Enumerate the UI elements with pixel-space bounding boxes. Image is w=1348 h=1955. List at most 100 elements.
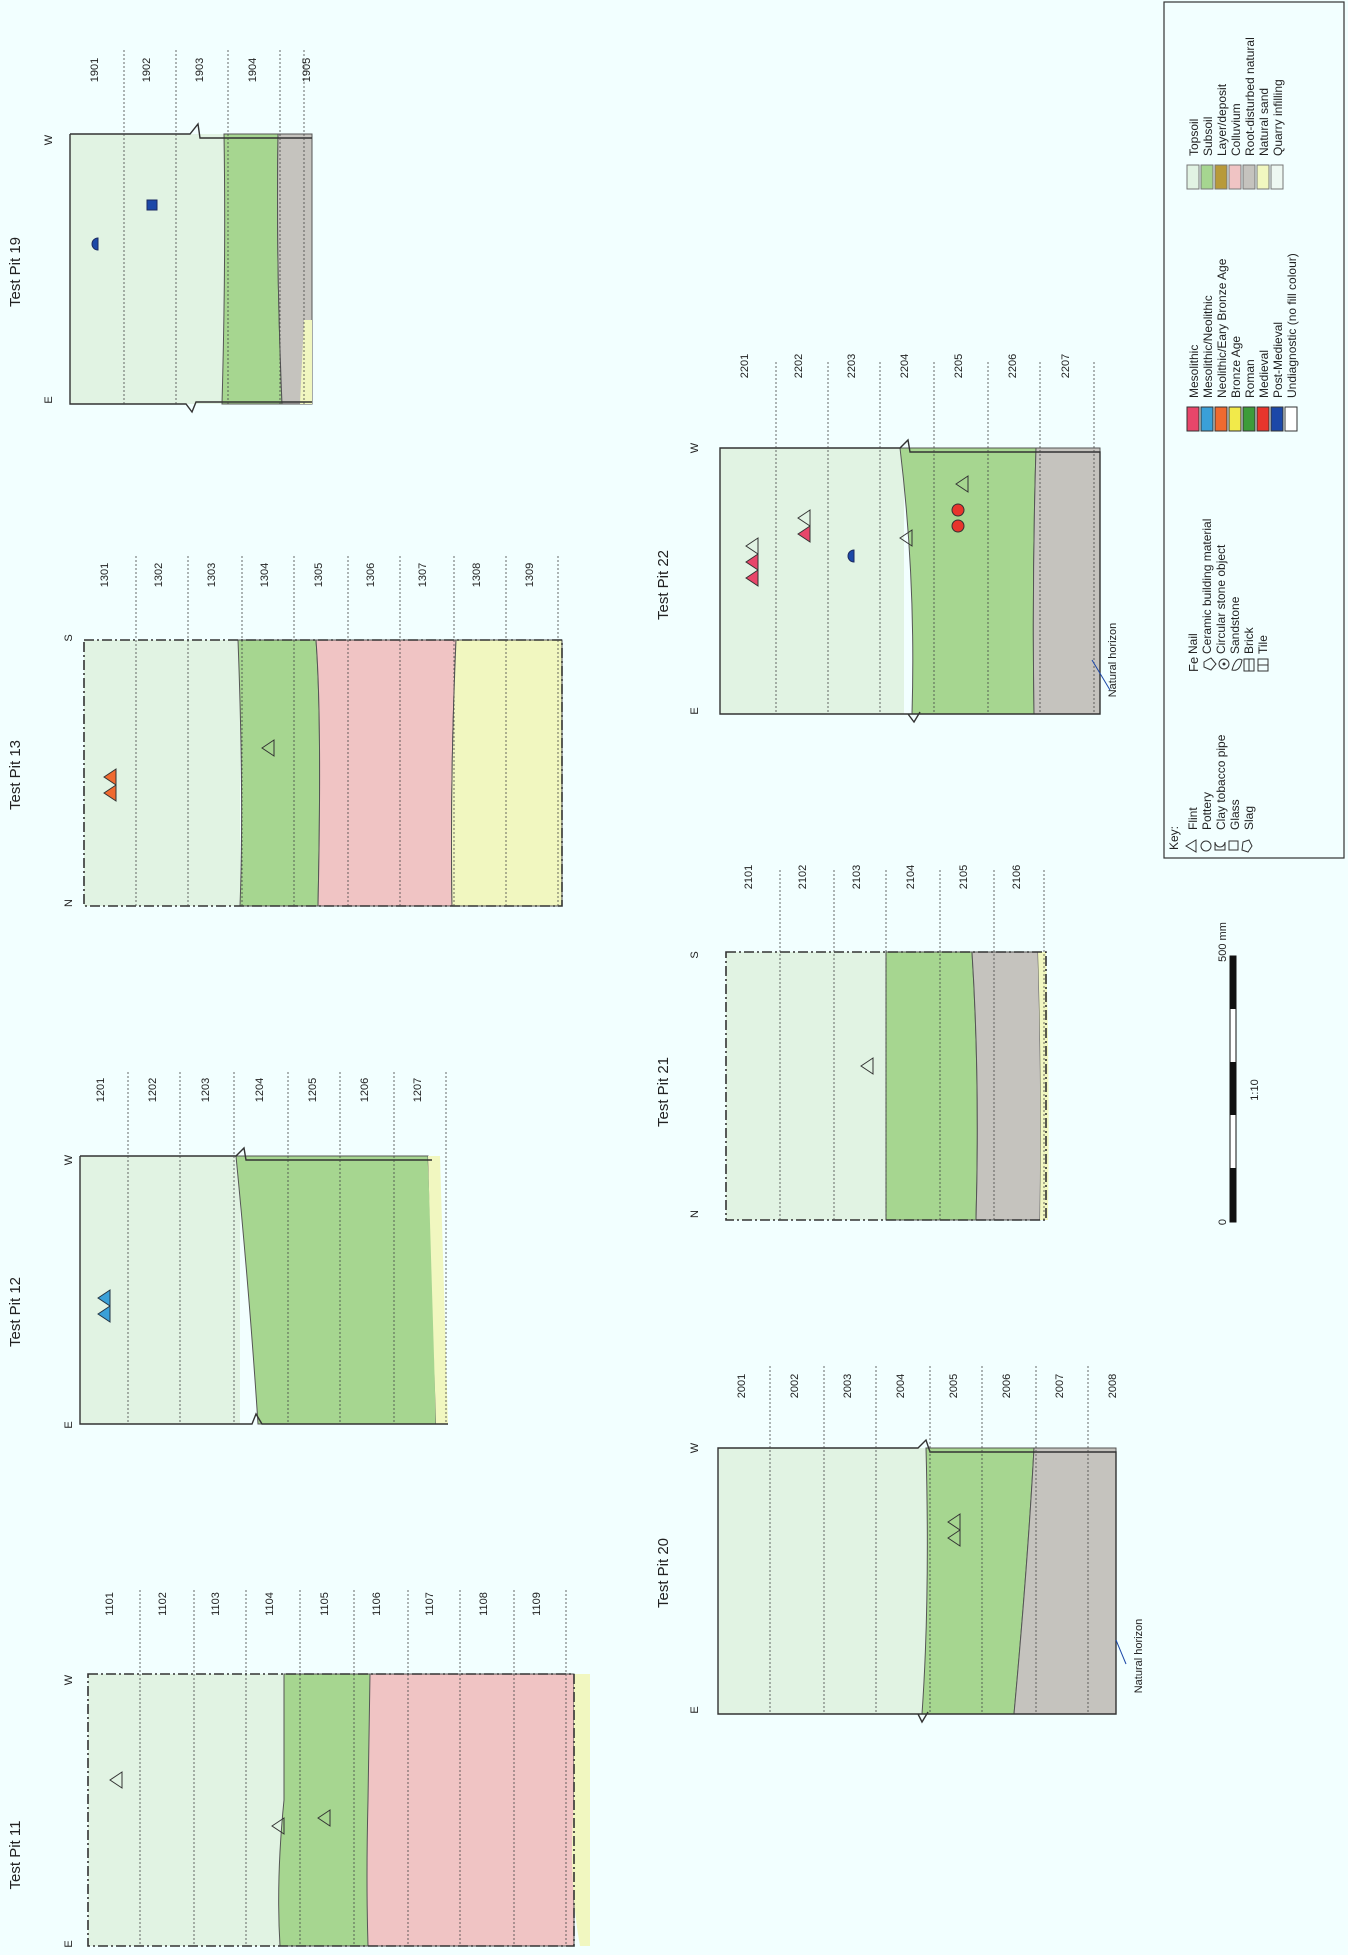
test-pit-12-top-orientation: W xyxy=(63,1154,75,1165)
test-pit-22-title: Test Pit 22 xyxy=(655,550,672,620)
colluvium-swatch xyxy=(1229,165,1241,189)
context-label: 1103 xyxy=(210,1592,222,1616)
topsoil-layer xyxy=(88,1674,288,1946)
scale-bar-ratio-label: 1:10 xyxy=(1249,1079,1261,1100)
topsoil-layer xyxy=(84,640,240,906)
scale-bar-segment xyxy=(1230,1062,1236,1115)
subsoil-layer xyxy=(236,1156,436,1424)
context-label: 2204 xyxy=(899,354,911,378)
context-label: 1204 xyxy=(254,1078,266,1102)
medieval-swatch xyxy=(1257,407,1269,431)
key-find-label: Flint xyxy=(1186,807,1200,830)
context-label: 2007 xyxy=(1054,1374,1066,1398)
roman-swatch xyxy=(1243,407,1255,431)
scale-bar-max-label: 500 mm xyxy=(1217,922,1229,962)
context-label: 1901 xyxy=(89,58,101,82)
subsoil-swatch xyxy=(1201,165,1213,189)
context-label: 2008 xyxy=(1107,1374,1119,1398)
context-label: 1104 xyxy=(264,1592,276,1616)
key-deposit-label: Layer/deposit xyxy=(1215,83,1229,156)
context-label: 2202 xyxy=(793,354,805,378)
context-label: 2106 xyxy=(1011,865,1023,889)
topsoil-layer xyxy=(726,952,888,1220)
context-label: 1904 xyxy=(247,58,259,82)
context-label: 1205 xyxy=(307,1078,319,1102)
test-pit-13-bottom-orientation: N xyxy=(63,899,75,907)
context-label: 1902 xyxy=(141,58,153,82)
context-label: 2104 xyxy=(905,865,917,889)
context-label: 2102 xyxy=(797,865,809,889)
test-pit-19-title: Test Pit 19 xyxy=(7,237,24,307)
quarry-infilling-swatch xyxy=(1271,165,1283,189)
key-deposit-label: Root-disturbed natural xyxy=(1243,37,1257,156)
context-label: 1307 xyxy=(417,563,429,587)
key-period-label: Neolithic/Eary Bronze Age xyxy=(1215,258,1229,398)
natural-horizon-label: Natural horizon xyxy=(1107,623,1119,698)
context-label: 1106 xyxy=(371,1592,383,1616)
test-pit-21-bottom-orientation: N xyxy=(689,1210,701,1218)
topsoil-swatch xyxy=(1187,165,1199,189)
root-disturbed-natural-layer xyxy=(972,952,1041,1220)
key-find-label: Pottery xyxy=(1200,792,1214,830)
context-label: 2001 xyxy=(736,1374,748,1398)
key-period-label: Undiagnostic (no fill colour) xyxy=(1285,253,1299,398)
pottery-icon xyxy=(952,504,964,516)
test-pit-13-top-orientation: S xyxy=(63,634,75,641)
key-find-label: Nail xyxy=(1186,633,1200,654)
test-pit-19-top-orientation: W xyxy=(43,134,55,145)
undiagnostic-swatch xyxy=(1285,407,1297,431)
key-find-label: Circular stone object xyxy=(1214,544,1228,654)
context-label: 1105 xyxy=(319,1592,331,1616)
context-label: 1305 xyxy=(313,563,325,587)
topsoil-layer xyxy=(718,1448,928,1714)
root-disturbed-natural-swatch xyxy=(1243,165,1255,189)
context-label: 2003 xyxy=(842,1374,854,1398)
context-label: 2006 xyxy=(1001,1374,1013,1398)
context-label: 1107 xyxy=(424,1592,436,1616)
context-label: 2004 xyxy=(895,1374,907,1398)
pottery-icon xyxy=(952,520,964,532)
context-label: 1109 xyxy=(531,1592,543,1616)
test-pit-11-title: Test Pit 11 xyxy=(7,1821,24,1890)
test-pit-22-top-orientation: W xyxy=(689,442,701,453)
nail-icon: Fe xyxy=(1186,657,1201,672)
topsoil-layer xyxy=(720,448,904,714)
test-pit-11-top-orientation: W xyxy=(63,1674,75,1685)
layer-deposit-swatch xyxy=(1215,165,1227,189)
natural-sand-swatch xyxy=(1257,165,1269,189)
context-label: 1309 xyxy=(524,563,536,587)
subsoil-layer xyxy=(238,640,320,906)
key-period-label: Medieval xyxy=(1257,350,1271,398)
context-label: 2205 xyxy=(953,354,965,378)
context-label: 1306 xyxy=(365,563,377,587)
test-pit-20-bottom-orientation: E xyxy=(689,1706,701,1713)
context-label: 1302 xyxy=(153,563,165,587)
scale-bar-segment xyxy=(1230,1168,1236,1222)
context-label: 2105 xyxy=(958,865,970,889)
context-label: 2103 xyxy=(851,865,863,889)
root-disturbed-natural-layer xyxy=(1033,448,1100,714)
key-period-label: Roman xyxy=(1243,359,1257,398)
context-label: 1304 xyxy=(259,563,271,587)
context-label: 1301 xyxy=(99,563,111,587)
key-find-label: Brick xyxy=(1242,626,1256,654)
context-label: 1308 xyxy=(471,563,483,587)
test-pit-21-title: Test Pit 21 xyxy=(655,1057,672,1127)
post-medieval-swatch xyxy=(1271,407,1283,431)
context-label: 1203 xyxy=(200,1078,212,1102)
key-find-label: Tile xyxy=(1256,635,1270,654)
colluvium-layer xyxy=(367,1674,574,1946)
scale-bar-segment xyxy=(1230,956,1236,1009)
context-label: 1202 xyxy=(147,1078,159,1102)
scale-bar-zero-label: 0 xyxy=(1217,1219,1229,1225)
key-deposit-label: Topsoil xyxy=(1187,119,1201,156)
context-label: 2201 xyxy=(739,354,751,378)
neolithic-bronze-age-swatch xyxy=(1215,407,1227,431)
context-label: 2005 xyxy=(948,1374,960,1398)
context-label: 1903 xyxy=(194,58,206,82)
context-label: 1207 xyxy=(412,1078,424,1102)
test-pit-12-title: Test Pit 12 xyxy=(7,1277,24,1347)
test-pit-22-bottom-orientation: E xyxy=(689,707,701,714)
key-find-label: Slag xyxy=(1242,806,1256,830)
